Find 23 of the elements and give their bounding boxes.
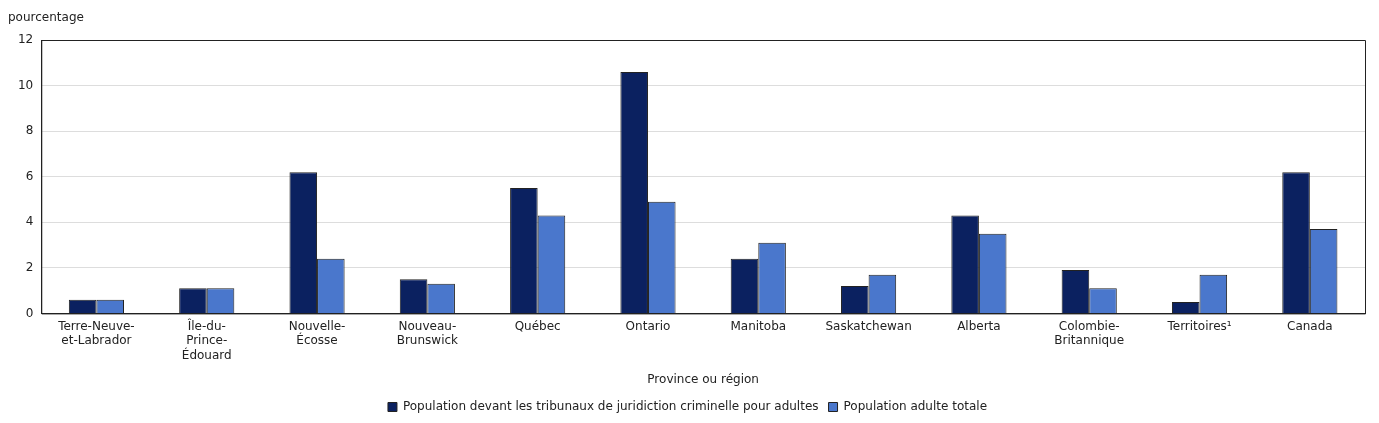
y-tick-label: 0 [25,305,34,320]
x-tick-label: Colombie-Britannique [1054,318,1125,348]
x-tick-label: Manitoba [730,318,787,333]
y-axis-title: pourcentage [8,10,84,24]
x-tick-label: Saskatchewan [825,318,912,333]
x-tick-label: Canada [1287,318,1333,333]
y-tick-label: 4 [25,214,34,229]
x-tick-label: Territoires¹ [1166,318,1232,333]
legend-label: Population adulte totale [843,399,988,414]
y-tick-label: 6 [25,168,34,183]
y-tick-label: 10 [17,77,34,92]
y-tick-label: 8 [25,123,34,138]
x-tick-label: Québec [514,318,561,333]
legend-label: Population devant les tribunaux de juridiction criminelle pour adultes [402,399,819,414]
x-axis-title: Province ou région [647,371,759,386]
x-tick-label: Île-du-Prince-Édouard [181,317,232,362]
y-tick-label: 12 [17,32,34,47]
x-tick-label: Nouveau-Brunswick [396,318,459,348]
y-tick-label: 2 [25,259,34,274]
x-tick-label: Ontario [625,318,671,333]
x-tick-label: Alberta [957,318,1001,333]
x-tick-label: Nouvelle-Écosse [288,318,346,348]
x-tick-label: Terre-Neuve-et-Labrador [57,318,135,348]
